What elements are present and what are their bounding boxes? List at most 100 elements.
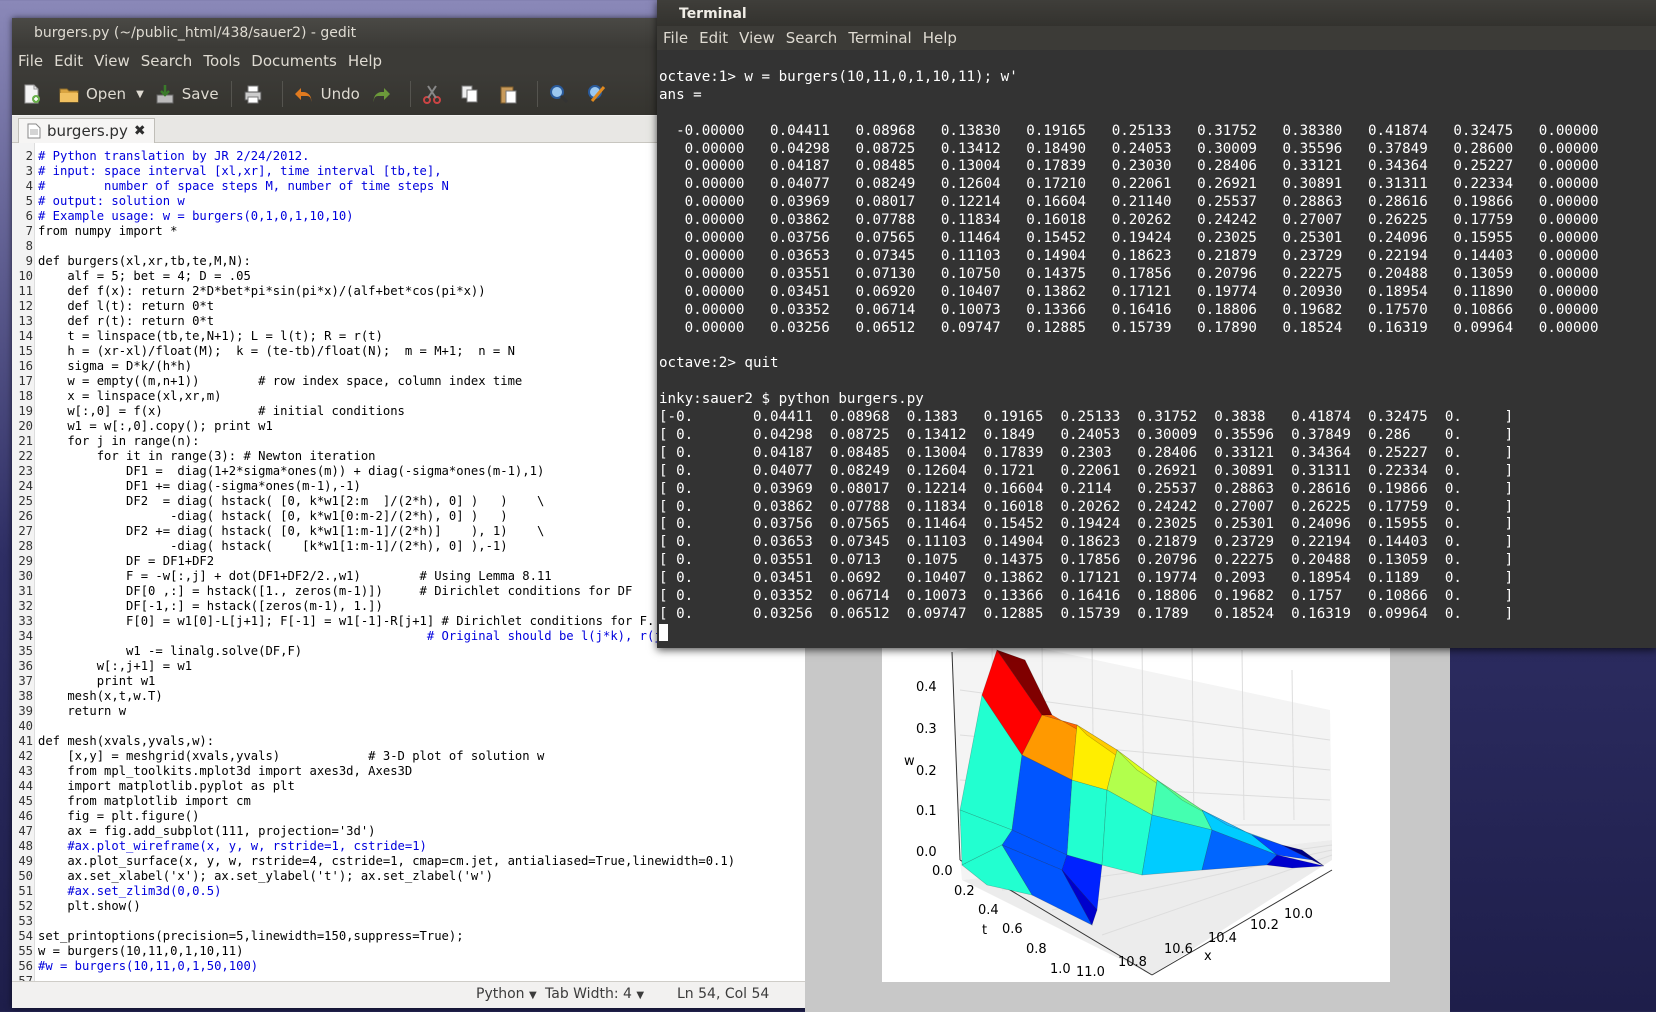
menu-edit[interactable]: Edit [699,29,729,47]
menu-help[interactable]: Help [347,51,383,70]
code-line: 46 fig = plt.figure() [12,809,199,824]
code-text: set_printoptions(precision=5,linewidth=1… [38,929,464,943]
save-button[interactable]: Save [154,83,219,105]
code-text: DF[0 ,:] = hstack([1., zeros(m-1)]) # Di… [38,584,633,598]
code-line: 55 w = burgers(10,11,0,1,10,11) [12,944,243,959]
code-text: w[:,j+1] = w1 [38,659,193,673]
code-line: 21 for j in range(n): [12,434,199,449]
code-text: def burgers(xl,xr,tb,te,M,N): [38,254,251,268]
code-text: mesh(x,t,w.T) [38,689,163,703]
plot-window: 0.0 0.1 0.2 0.3 0.4 w 0.0 0.2 0.4 0.6 0.… [805,639,1450,1012]
x-tick-label: 11.0 [1076,965,1105,980]
code-text: # Original should be l(j*k), r(j*k)? [38,629,692,643]
t-axis-label: t [982,923,987,938]
code-text: w = burgers(10,11,0,1,10,11) [38,944,244,958]
code-line: 52 plt.show() [12,899,140,914]
terminal-screen[interactable]: octave:1> w = burgers(10,11,0,1,10,11); … [657,50,1656,648]
close-tab-icon[interactable]: ✖ [133,123,146,139]
line-number: 32 [18,599,33,613]
text-file-icon [27,123,41,139]
tab-width-selector[interactable]: Tab Width: 4 ▼ [545,986,644,1002]
terminal-line: octave:1> w = burgers(10,11,0,1,10,11); … [659,68,1018,85]
surface-face [1066,779,1108,866]
code-text: print w1 [38,674,156,688]
undo-icon [294,88,311,102]
menu-view[interactable]: View [739,29,775,47]
open-button[interactable]: Open ▼ [58,83,144,105]
redo-button[interactable] [370,83,398,105]
terminal-line: 0.00000 0.03451 0.06920 0.10407 0.13862 … [659,283,1599,300]
code-line: 33 F[0] = w1[0]-L[j+1]; F[-1] = w1[-1]-R… [12,614,654,629]
find-button[interactable] [548,83,576,105]
line-number: 33 [18,614,33,628]
code-line: 8 [12,239,38,254]
menu-help[interactable]: Help [922,29,957,47]
terminal-line: [ 0. 0.03862 0.07788 0.11834 0.16018 0.2… [659,498,1514,515]
code-text: x = linspace(xl,xr,m) [38,389,222,403]
gedit-statusbar: Python ▼ Tab Width: 4 ▼ Ln 54, Col 54 [12,981,807,1008]
line-number: 42 [18,749,33,763]
toolbar-separator [536,81,538,107]
code-line: 10 alf = 5; bet = 4; D = .05 [12,269,250,284]
code-text: t = linspace(tb,te,N+1); L = l(t); R = r… [38,329,383,343]
code-line: 19 w[:,0] = f(x) # initial conditions [12,404,405,419]
copy-button[interactable] [459,83,487,105]
line-number: 25 [18,494,33,508]
code-line: 44 import matplotlib.pyplot as plt [12,779,295,794]
terminal-line: [ 0. 0.04077 0.08249 0.12604 0.1721 0.22… [659,462,1514,479]
line-number: 21 [18,434,33,448]
paste-button[interactable] [497,83,525,105]
search-icon [549,85,568,104]
menu-search[interactable]: Search [785,29,838,47]
code-text: F[0] = w1[0]-L[j+1]; F[-1] = w1[-1]-R[j+… [38,614,655,628]
code-line: 20 w1 = w[:,0].copy(); print w1 [12,419,273,434]
menu-search[interactable]: Search [140,51,193,70]
code-text: def f(x): return 2*D*bet*pi*sin(pi*x)/(a… [38,284,486,298]
line-number: 6 [25,209,33,223]
print-button[interactable] [242,83,270,105]
terminal-line: inky:sauer2 $ python burgers.py [659,391,924,408]
code-line: 39 return w [12,704,126,719]
line-number: 53 [18,914,33,928]
menu-terminal[interactable]: Terminal [848,29,912,47]
line-number: 20 [18,419,33,433]
redo-icon [373,88,390,102]
open-dropdown-arrow-icon[interactable]: ▼ [136,88,144,100]
code-line: 24 DF1 += diag(-sigma*ones(m-1),-1) [12,479,361,494]
code-line: 35 w1 -= linalg.solve(DF,F) [12,644,302,659]
menu-documents[interactable]: Documents [251,51,337,70]
new-button[interactable] [20,83,48,105]
code-text: # output: solution w [38,194,185,208]
terminal-window: Terminal File Edit View Search Terminal … [657,0,1656,648]
code-text: from mpl_toolkits.mplot3d import axes3d,… [38,764,413,778]
code-text: DF1 += diag(-sigma*ones(m-1),-1) [38,479,361,493]
undo-button[interactable]: Undo [293,83,360,105]
z-tick-label: 0.2 [916,764,937,779]
code-line: 25 DF2 = diag( hstack( [0, k*w1[2:m ]/(2… [12,494,544,509]
menu-edit[interactable]: Edit [54,51,84,70]
paste-icon [500,86,517,104]
code-text: import matplotlib.pyplot as plt [38,779,295,793]
copy-icon [461,85,478,103]
terminal-cursor [659,623,668,641]
language-selector[interactable]: Python ▼ [476,986,537,1002]
menu-view[interactable]: View [94,51,130,70]
code-line: 23 DF1 = diag(1+2*sigma*ones(m)) + diag(… [12,464,544,479]
code-text: return w [38,704,127,718]
terminal-line: [ 0. 0.03756 0.07565 0.11464 0.15452 0.1… [659,516,1514,533]
cut-button[interactable] [421,83,449,105]
line-number: 29 [18,554,33,568]
terminal-line: [-0. 0.04411 0.08968 0.1383 0.19165 0.25… [659,409,1514,425]
line-number: 37 [18,674,33,688]
menu-tools[interactable]: Tools [203,51,241,70]
menu-file[interactable]: File [663,29,689,47]
tab-burgers-py[interactable]: burgers.py ✖ [18,118,155,143]
replace-button[interactable] [586,83,614,105]
code-line: 54 set_printoptions(precision=5,linewidth… [12,929,464,944]
code-text: #ax.set_zlim3d(0,0.5) [38,884,222,898]
menu-file[interactable]: File [18,51,44,70]
line-number: 11 [18,284,33,298]
chevron-down-icon: ▼ [636,990,645,1001]
code-line: 45 from matplotlib import cm [12,794,250,809]
line-number: 9 [25,254,33,268]
